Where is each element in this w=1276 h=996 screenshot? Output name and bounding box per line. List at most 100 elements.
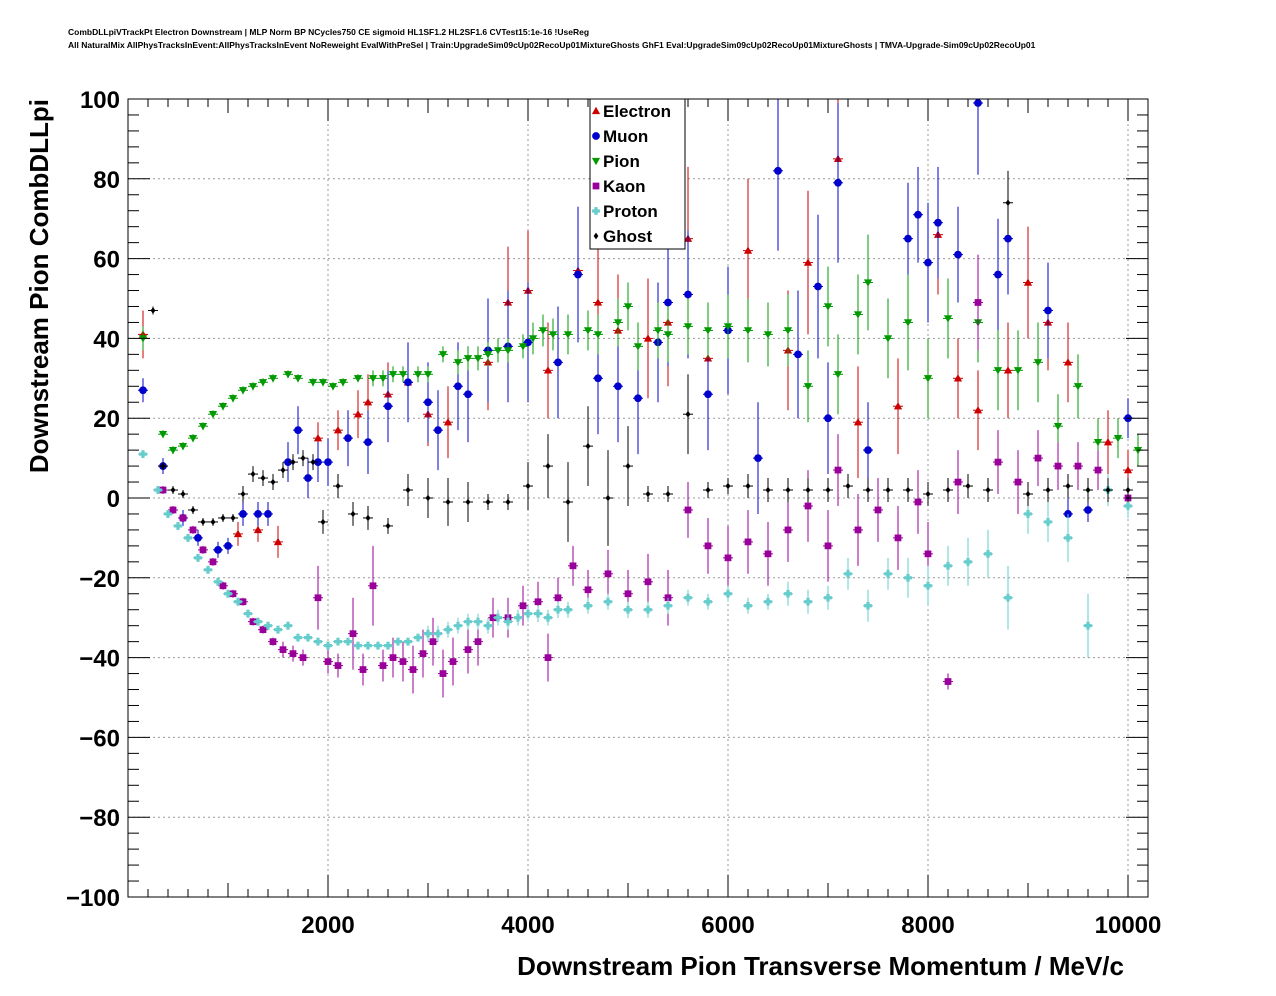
data-point (1023, 278, 1033, 286)
data-point (545, 462, 551, 470)
x-tick-labels: 2000 4000 6000 8000 10000 (301, 912, 1161, 939)
legend-entry-proton: Proton (592, 202, 658, 221)
data-point (414, 633, 422, 642)
data-point (643, 334, 653, 342)
data-point (974, 299, 982, 306)
data-point (744, 601, 752, 610)
data-point (274, 625, 282, 634)
data-point (803, 383, 813, 391)
data-point (893, 402, 903, 410)
legend-label: Kaon (603, 177, 646, 196)
data-point (240, 490, 246, 498)
data-point (625, 462, 631, 470)
data-point (385, 522, 391, 530)
data-point (863, 279, 873, 287)
data-point (624, 590, 632, 598)
y-axis-title: Downstream Pion CombDLLpi (24, 99, 54, 473)
data-point (194, 553, 202, 562)
data-point (465, 498, 471, 506)
y-tick-label: −100 (66, 885, 120, 912)
data-point (314, 594, 322, 602)
data-point (724, 554, 732, 562)
data-point (413, 371, 423, 379)
data-point (565, 498, 571, 506)
legend-entry-electron: Electron (591, 102, 671, 121)
data-point (783, 327, 793, 335)
data-point (724, 589, 732, 598)
data-point (349, 630, 357, 638)
data-point (683, 323, 693, 331)
data-point (1123, 465, 1133, 474)
data-point (764, 597, 772, 606)
data-point (314, 637, 322, 646)
data-point (1073, 383, 1083, 391)
data-point (823, 303, 833, 311)
y-tick-label: 100 (80, 87, 120, 114)
data-point (214, 545, 222, 554)
data-point (289, 650, 297, 657)
data-point (1093, 438, 1103, 447)
x-tick-label: 6000 (701, 912, 754, 939)
data-point (1044, 518, 1052, 526)
header-line-1: CombDLLpiVTrackPt Electron Downstream | … (68, 27, 590, 37)
data-point (994, 270, 1002, 279)
legend-marker (592, 182, 600, 190)
series-pion (138, 234, 1143, 467)
data-point (525, 482, 531, 490)
data-point (503, 347, 513, 355)
data-point (244, 609, 252, 618)
data-point (924, 258, 932, 267)
data-point (368, 375, 378, 383)
data-point (178, 442, 188, 451)
data-point (270, 478, 276, 486)
data-point (1103, 437, 1113, 446)
data-point (388, 371, 398, 379)
data-point (853, 311, 863, 319)
data-point (150, 307, 156, 314)
data-point (834, 466, 842, 474)
legend-entry-muon: Muon (592, 127, 648, 146)
legend-entry-ghost: Ghost (593, 227, 652, 246)
data-point (409, 666, 417, 673)
data-point (653, 327, 663, 335)
data-point (224, 589, 232, 598)
data-point (445, 498, 451, 506)
legend: Electron Muon Pion Kaon Proton Ghost (589, 98, 686, 250)
data-point (1053, 422, 1063, 431)
data-point (179, 514, 187, 522)
data-point (283, 371, 293, 379)
data-point (874, 506, 882, 514)
data-point (299, 654, 307, 661)
data-point (864, 601, 872, 610)
data-point (199, 546, 207, 554)
data-point (973, 406, 983, 414)
data-point (723, 323, 733, 331)
data-point (328, 383, 338, 391)
data-point (593, 298, 603, 306)
data-point (320, 518, 326, 526)
data-point (605, 494, 611, 502)
data-point (824, 414, 832, 423)
data-point (250, 470, 256, 478)
data-point (665, 490, 671, 498)
data-point (364, 641, 372, 650)
data-point (354, 641, 362, 650)
data-point (914, 210, 922, 219)
y-tick-label: 60 (93, 247, 120, 274)
data-point (624, 605, 632, 614)
data-point (248, 383, 258, 391)
data-point (844, 569, 852, 578)
data-point (645, 490, 651, 498)
data-point (634, 394, 642, 403)
data-point (238, 387, 248, 395)
data-point (444, 625, 452, 634)
data-point (974, 99, 982, 107)
data-point (833, 371, 843, 379)
data-point (985, 486, 991, 494)
data-point (1005, 199, 1011, 207)
data-point (264, 510, 272, 518)
data-point (905, 486, 911, 494)
data-point (304, 633, 312, 642)
data-point (269, 638, 277, 646)
